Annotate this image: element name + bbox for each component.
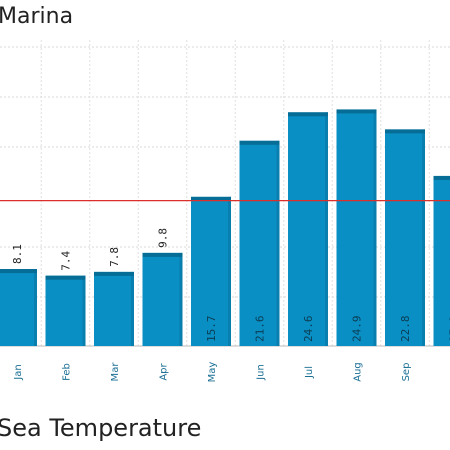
bar-cap-feb [45, 275, 86, 280]
x-tick-jul: Jul [304, 366, 315, 379]
bar-sep [385, 129, 425, 346]
bar-cap-aug [336, 109, 377, 114]
value-label-feb: 7.4 [60, 250, 73, 270]
bar-edge-may [228, 196, 231, 346]
bar-edge-sep [422, 129, 425, 346]
value-label-jun: 21.6 [254, 316, 267, 343]
bar-edge-mar [131, 271, 134, 346]
value-label-aug: 24.9 [351, 316, 364, 343]
bar-apr [142, 252, 183, 346]
bar-cap-jun [239, 140, 280, 145]
bar-edge-apr [179, 252, 183, 346]
x-tick-sep: Sep [401, 363, 412, 382]
value-label-oct: 17.9 [448, 316, 450, 343]
chart-title: Marina [0, 4, 74, 29]
bars [0, 109, 450, 346]
bar-edge-aug [373, 109, 377, 346]
bar-cap-mar [94, 271, 134, 276]
value-label-sep: 22.8 [399, 316, 412, 343]
bar-aug [336, 109, 377, 346]
value-label-jul: 24.6 [302, 316, 315, 343]
bar-edge-jun [276, 140, 280, 346]
value-labels: 8.1 7.4 7.8 9.8 15.7 21.6 24.6 24.9 22.8 17.9 [11, 228, 450, 342]
bar-jan [0, 269, 37, 346]
x-tick-mar: Mar [110, 362, 121, 382]
x-tick-labels: JanFebMarAprMayJunJulAugSepOct [13, 362, 450, 383]
chart-subtitle: Sea Temperature [0, 414, 202, 442]
bar-may [191, 196, 231, 346]
bar-cap-jul [288, 112, 328, 117]
bar-oct [433, 175, 450, 346]
bar-cap-sep [385, 129, 425, 134]
bar-cap-may [191, 196, 231, 201]
bar-feb [45, 275, 86, 346]
bar-cap-oct [433, 175, 450, 180]
x-tick-apr: Apr [159, 362, 170, 380]
bar-jul [288, 112, 328, 346]
x-tick-feb: Feb [62, 363, 73, 381]
value-label-mar: 7.8 [108, 247, 121, 267]
x-tick-aug: Aug [353, 362, 364, 382]
bar-mar [94, 271, 134, 346]
value-label-may: 15.7 [205, 316, 218, 343]
bar-edge-jul [325, 112, 328, 346]
value-label-apr: 9.8 [157, 228, 170, 248]
value-label-jan: 8.1 [11, 244, 24, 264]
x-tick-may: May [207, 362, 218, 383]
bar-cap-jan [0, 269, 37, 274]
x-tick-jun: Jun [256, 364, 267, 381]
bar-edge-jan [34, 269, 37, 346]
bar-cap-apr [142, 252, 183, 257]
bar-edge-feb [82, 275, 86, 346]
bar-jun [239, 140, 280, 346]
x-tick-jan: Jan [13, 364, 24, 380]
